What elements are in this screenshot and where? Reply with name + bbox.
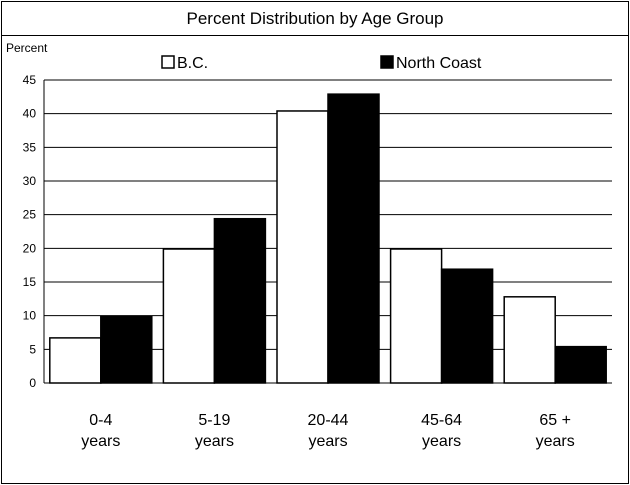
x-tick-label: 0-4 years — [81, 412, 120, 450]
x-tick-label: 45-64 years — [421, 412, 462, 450]
y-axis-ticks: 0 5 10 15 20 25 30 35 40 45 — [23, 73, 37, 390]
legend-label: North Coast — [396, 55, 482, 72]
bar-north-coast — [100, 315, 153, 384]
y-tick-label: 25 — [23, 208, 37, 222]
bar-b-c- — [162, 248, 216, 384]
bar-north-coast — [440, 268, 494, 384]
y-tick-label: 40 — [23, 107, 37, 121]
y-axis-label: Percent — [6, 41, 48, 55]
legend-label: B.C. — [177, 55, 208, 72]
bar-b-c- — [276, 110, 329, 384]
chart-title: Percent Distribution by Age Group — [2, 2, 628, 36]
bars — [49, 93, 607, 384]
y-tick-label: 20 — [23, 241, 37, 255]
legend-swatch — [380, 55, 394, 69]
y-tick-label: 15 — [23, 275, 37, 289]
bar-north-coast — [327, 93, 380, 384]
y-tick-label: 10 — [23, 309, 37, 323]
y-tick-label: 35 — [23, 140, 37, 154]
x-tick-label: 65 + years — [536, 412, 575, 450]
bar-b-c- — [49, 337, 102, 384]
x-axis-labels: 0-4 years 5-19 years 20-44 years 45-64 years 65 … — [81, 412, 575, 450]
bar-b-c- — [503, 296, 556, 384]
y-tick-label: 0 — [29, 376, 36, 390]
y-tick-label: 5 — [29, 342, 36, 356]
legend-swatch — [161, 55, 175, 69]
x-tick-label: 5-19 years — [195, 412, 234, 450]
y-tick-label: 45 — [23, 73, 37, 87]
y-tick-label: 30 — [23, 174, 37, 188]
bar-north-coast — [554, 345, 607, 384]
x-tick-label: 20-44 years — [308, 412, 349, 450]
bar-north-coast — [213, 217, 267, 384]
bar-b-c- — [389, 248, 443, 384]
legend: B.C. North Coast — [161, 55, 482, 72]
